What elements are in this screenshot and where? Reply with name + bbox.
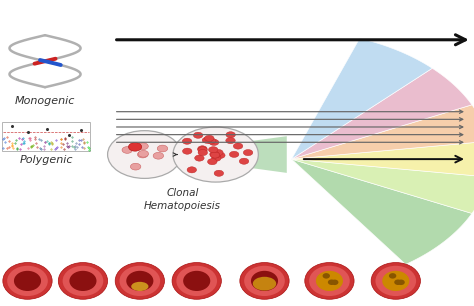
Bar xyxy=(2,122,90,151)
Ellipse shape xyxy=(244,266,285,296)
Ellipse shape xyxy=(58,263,108,299)
Circle shape xyxy=(153,152,164,159)
Circle shape xyxy=(130,163,141,170)
Polygon shape xyxy=(292,38,432,159)
Ellipse shape xyxy=(394,279,401,285)
Circle shape xyxy=(108,131,182,178)
Circle shape xyxy=(229,151,239,157)
Circle shape xyxy=(198,150,208,156)
Ellipse shape xyxy=(251,271,278,291)
Ellipse shape xyxy=(397,280,405,285)
Ellipse shape xyxy=(253,277,276,291)
Circle shape xyxy=(216,152,225,159)
Ellipse shape xyxy=(323,273,330,279)
Circle shape xyxy=(233,143,243,149)
Circle shape xyxy=(208,159,217,165)
Polygon shape xyxy=(292,141,474,177)
Circle shape xyxy=(211,155,221,161)
Ellipse shape xyxy=(375,266,416,296)
Polygon shape xyxy=(292,68,472,159)
Polygon shape xyxy=(292,159,474,213)
Ellipse shape xyxy=(172,263,221,299)
Circle shape xyxy=(214,170,224,176)
Circle shape xyxy=(205,135,214,141)
Circle shape xyxy=(193,132,203,138)
Circle shape xyxy=(210,152,220,158)
Circle shape xyxy=(210,139,219,145)
Circle shape xyxy=(206,138,216,144)
Circle shape xyxy=(187,167,197,173)
Text: Clonal
Hematopoiesis: Clonal Hematopoiesis xyxy=(144,188,221,211)
Circle shape xyxy=(157,145,168,152)
Ellipse shape xyxy=(183,271,210,291)
Circle shape xyxy=(138,151,148,157)
Text: Polygenic: Polygenic xyxy=(19,155,73,165)
Ellipse shape xyxy=(63,266,103,296)
Circle shape xyxy=(243,150,253,156)
Ellipse shape xyxy=(126,271,154,291)
Circle shape xyxy=(198,147,207,153)
Circle shape xyxy=(182,148,192,154)
Ellipse shape xyxy=(316,271,343,291)
Ellipse shape xyxy=(69,271,97,291)
Circle shape xyxy=(173,127,258,182)
Ellipse shape xyxy=(331,280,338,285)
Polygon shape xyxy=(292,105,474,159)
Ellipse shape xyxy=(305,263,354,299)
Circle shape xyxy=(182,138,192,144)
Circle shape xyxy=(209,147,218,153)
Circle shape xyxy=(138,143,148,150)
Circle shape xyxy=(198,146,207,152)
Polygon shape xyxy=(292,159,472,264)
Circle shape xyxy=(137,151,148,158)
Ellipse shape xyxy=(131,282,148,291)
Circle shape xyxy=(239,158,249,164)
Ellipse shape xyxy=(371,263,420,299)
Polygon shape xyxy=(179,136,287,173)
Ellipse shape xyxy=(176,266,217,296)
Ellipse shape xyxy=(389,273,396,279)
Circle shape xyxy=(195,155,204,161)
Ellipse shape xyxy=(119,266,160,296)
Circle shape xyxy=(210,151,219,157)
Ellipse shape xyxy=(3,263,52,299)
Ellipse shape xyxy=(14,271,41,291)
Ellipse shape xyxy=(7,266,48,296)
Circle shape xyxy=(212,152,221,158)
Circle shape xyxy=(211,152,220,158)
Circle shape xyxy=(214,149,223,155)
Circle shape xyxy=(226,137,235,144)
Ellipse shape xyxy=(309,266,350,296)
Circle shape xyxy=(122,147,132,153)
Ellipse shape xyxy=(328,279,335,285)
Ellipse shape xyxy=(240,263,289,299)
Ellipse shape xyxy=(115,263,164,299)
Circle shape xyxy=(128,143,142,151)
Ellipse shape xyxy=(382,271,410,291)
Circle shape xyxy=(202,137,212,143)
Circle shape xyxy=(226,132,236,138)
Text: Monogenic: Monogenic xyxy=(15,96,75,106)
